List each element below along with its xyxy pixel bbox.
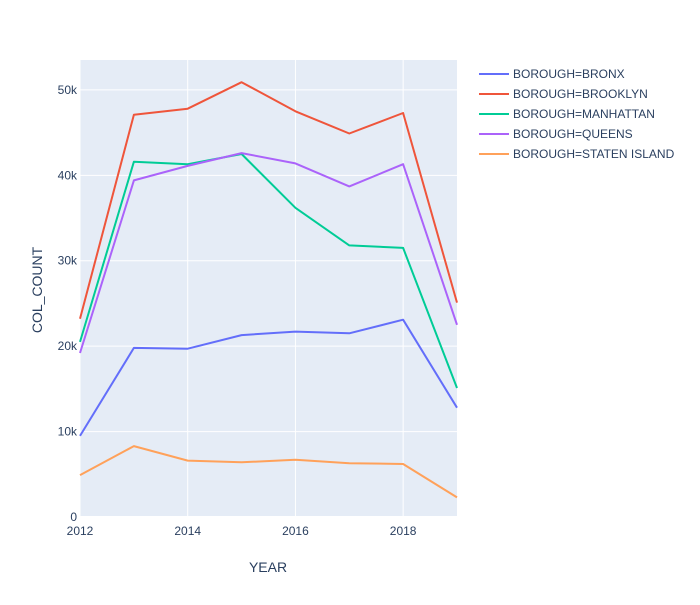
y-tick-label: 10k	[58, 425, 78, 439]
y-tick-label: 50k	[58, 83, 78, 97]
legend-item-staten-island[interactable]: BOROUGH=STATEN ISLAND	[479, 147, 675, 161]
legend-label: BOROUGH=MANHATTAN	[513, 107, 655, 121]
series-line-brooklyn	[79, 81, 458, 320]
legend-label: BOROUGH=BROOKLYN	[513, 87, 648, 101]
y-tick-label: 40k	[58, 168, 78, 182]
legend-item-bronx[interactable]: BOROUGH=BRONX	[479, 67, 625, 81]
x-tick-label: 2014	[174, 524, 201, 538]
x-tick-label: 2016	[282, 524, 309, 538]
y-axis-title: COL_COUNT	[29, 246, 45, 333]
grid-layer	[79, 60, 457, 518]
series-line-bronx	[79, 318, 458, 437]
plot-background	[80, 60, 457, 517]
legend-label: BOROUGH=BRONX	[513, 67, 625, 81]
series-line-staten-island	[79, 445, 458, 499]
legend[interactable]: BOROUGH=BRONX BOROUGH=BROOKLYN BOROUGH=MAN…	[479, 67, 675, 161]
series-layer	[79, 81, 458, 499]
y-tick-label: 20k	[58, 339, 78, 353]
x-tick-label: 2018	[390, 524, 417, 538]
x-axis-title: YEAR	[249, 559, 287, 575]
tick-labels: 2012 2014 2016 2018 0 10k 20k 30k 40k 50k	[58, 83, 417, 538]
legend-item-queens[interactable]: BOROUGH=QUEENS	[479, 127, 633, 141]
x-tick-label: 2012	[67, 524, 94, 538]
legend-label: BOROUGH=QUEENS	[513, 127, 633, 141]
legend-label: BOROUGH=STATEN ISLAND	[513, 147, 675, 161]
series-line-manhattan	[79, 153, 458, 389]
y-tick-label: 0	[70, 510, 77, 524]
legend-item-brooklyn[interactable]: BOROUGH=BROOKLYN	[479, 87, 648, 101]
series-line-queens	[79, 152, 458, 354]
y-tick-label: 30k	[58, 254, 78, 268]
legend-item-manhattan[interactable]: BOROUGH=MANHATTAN	[479, 107, 655, 121]
